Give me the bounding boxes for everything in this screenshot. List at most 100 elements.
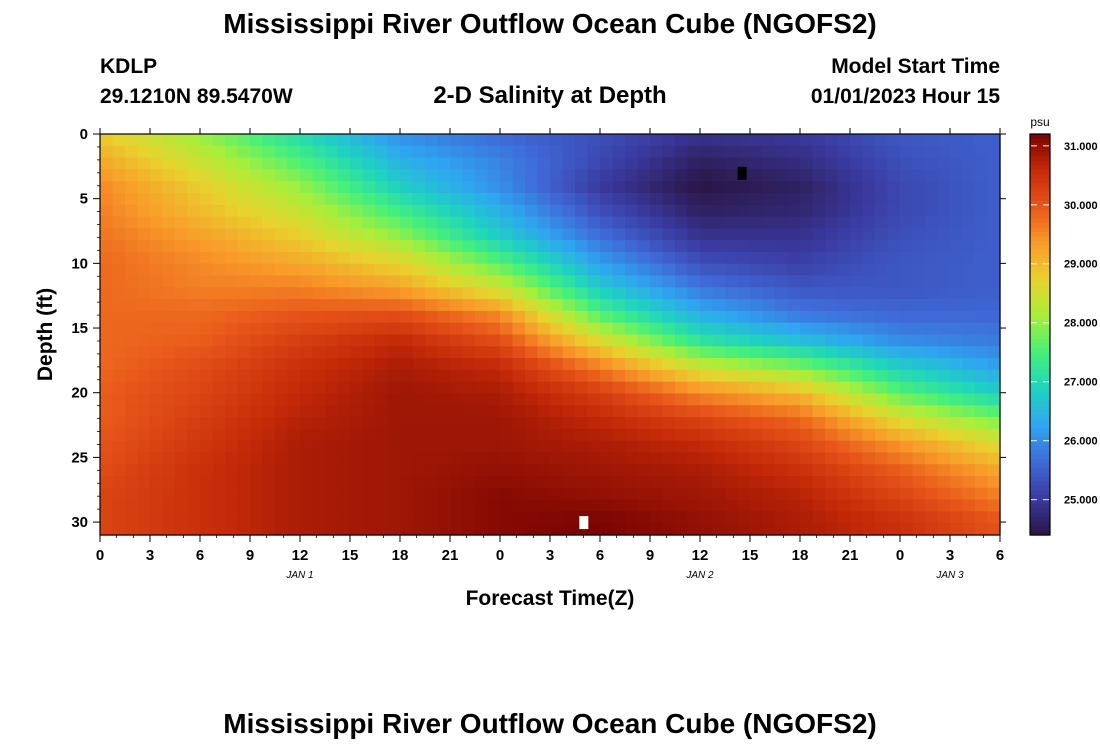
- heatmap-cell: [800, 287, 814, 300]
- colorbar-segment: [1030, 428, 1050, 434]
- heatmap-cell: [200, 299, 214, 312]
- heatmap-cell: [312, 275, 326, 288]
- heatmap-cell: [937, 499, 951, 513]
- heatmap-cell: [662, 476, 676, 489]
- heatmap-cell: [250, 263, 264, 277]
- heatmap-cell: [775, 275, 789, 288]
- heatmap-cell: [800, 393, 814, 406]
- heatmap-cell: [300, 358, 314, 371]
- heatmap-cell: [850, 204, 864, 218]
- heatmap-cell: [462, 476, 476, 489]
- heatmap-cell: [512, 487, 526, 501]
- heatmap-cell: [500, 287, 514, 300]
- heatmap-cell: [962, 228, 976, 241]
- heatmap-cell: [137, 287, 151, 300]
- heatmap-cell: [650, 487, 664, 501]
- heatmap-cell: [412, 299, 426, 312]
- station-id: KDLP: [100, 55, 158, 78]
- colorbar-segment: [1030, 236, 1050, 242]
- heatmap-cell: [562, 452, 576, 465]
- heatmap-cell: [737, 358, 751, 371]
- heatmap-cell: [925, 381, 939, 395]
- heatmap-cell: [587, 275, 601, 288]
- heatmap-cell: [837, 192, 851, 206]
- heatmap-cell: [700, 169, 714, 182]
- heatmap-cell: [812, 134, 826, 147]
- heatmap-cell: [450, 216, 464, 229]
- heatmap-cell: [112, 346, 126, 359]
- heatmap-cell: [737, 204, 751, 218]
- colorbar-tick-label: 27.000: [1064, 377, 1098, 389]
- heatmap-cell: [125, 334, 139, 347]
- heatmap-cell: [562, 216, 576, 229]
- heatmap-cell: [975, 381, 989, 395]
- heatmap-cell: [725, 487, 739, 501]
- heatmap-cell: [462, 134, 476, 147]
- heatmap-cell: [300, 157, 314, 170]
- heatmap-cell: [700, 499, 714, 513]
- heatmap-cell: [200, 134, 214, 147]
- heatmap-cell: [512, 192, 526, 206]
- heatmap-cell: [825, 346, 839, 359]
- heatmap-cell: [237, 134, 251, 147]
- heatmap-cell: [200, 405, 214, 418]
- heatmap-cell: [362, 417, 376, 430]
- heatmap-cell: [412, 476, 426, 489]
- heatmap-cell: [287, 216, 301, 229]
- heatmap-cell: [987, 275, 1001, 288]
- heatmap-cell: [175, 334, 189, 347]
- heatmap-cell: [887, 464, 901, 477]
- heatmap-cell: [850, 428, 864, 442]
- heatmap-cell: [675, 440, 689, 454]
- heatmap-cell: [150, 487, 164, 501]
- heatmap-cell: [337, 157, 351, 170]
- heatmap-cell: [787, 428, 801, 442]
- heatmap-cell: [112, 358, 126, 371]
- heatmap-cell: [387, 358, 401, 371]
- heatmap-cell: [250, 228, 264, 241]
- heatmap-cell: [937, 476, 951, 489]
- heatmap-cell: [250, 275, 264, 288]
- heatmap-cell: [162, 181, 176, 194]
- heatmap-cell: [162, 275, 176, 288]
- heatmap-cell: [175, 405, 189, 418]
- heatmap-cell: [637, 192, 651, 206]
- heatmap-cell: [875, 452, 889, 465]
- heatmap-cell: [950, 228, 964, 241]
- heatmap-cell: [687, 428, 701, 442]
- heatmap-cell: [700, 334, 714, 347]
- heatmap-cell: [862, 192, 876, 206]
- heatmap-cell: [262, 369, 276, 383]
- heatmap-cell: [112, 440, 126, 454]
- heatmap-cell: [512, 287, 526, 300]
- heatmap-cell: [887, 452, 901, 465]
- heatmap-cell: [500, 192, 514, 206]
- heatmap-cell: [625, 417, 639, 430]
- heatmap-cell: [487, 405, 501, 418]
- heatmap-cell: [850, 134, 864, 147]
- heatmap-cell: [900, 275, 914, 288]
- heatmap-cell: [312, 428, 326, 442]
- heatmap-cell: [875, 216, 889, 229]
- heatmap-cell: [712, 275, 726, 288]
- heatmap-cell: [687, 499, 701, 513]
- heatmap-cell: [150, 417, 164, 430]
- heatmap-cell: [350, 287, 364, 300]
- heatmap-cell: [525, 523, 539, 536]
- heatmap-cell: [300, 464, 314, 477]
- heatmap-cell: [587, 499, 601, 513]
- heatmap-cell: [562, 393, 576, 406]
- heatmap-cell: [712, 251, 726, 265]
- heatmap-cell: [225, 216, 239, 229]
- heatmap-cell: [687, 381, 701, 395]
- heatmap-cell: [187, 145, 201, 159]
- heatmap-cell: [700, 464, 714, 477]
- heatmap-cell: [662, 499, 676, 513]
- heatmap-cell: [275, 299, 289, 312]
- heatmap-cell: [650, 216, 664, 229]
- heatmap-cell: [512, 181, 526, 194]
- heatmap-cell: [575, 275, 589, 288]
- heatmap-cell: [612, 369, 626, 383]
- heatmap-cell: [425, 346, 439, 359]
- heatmap-cell: [337, 369, 351, 383]
